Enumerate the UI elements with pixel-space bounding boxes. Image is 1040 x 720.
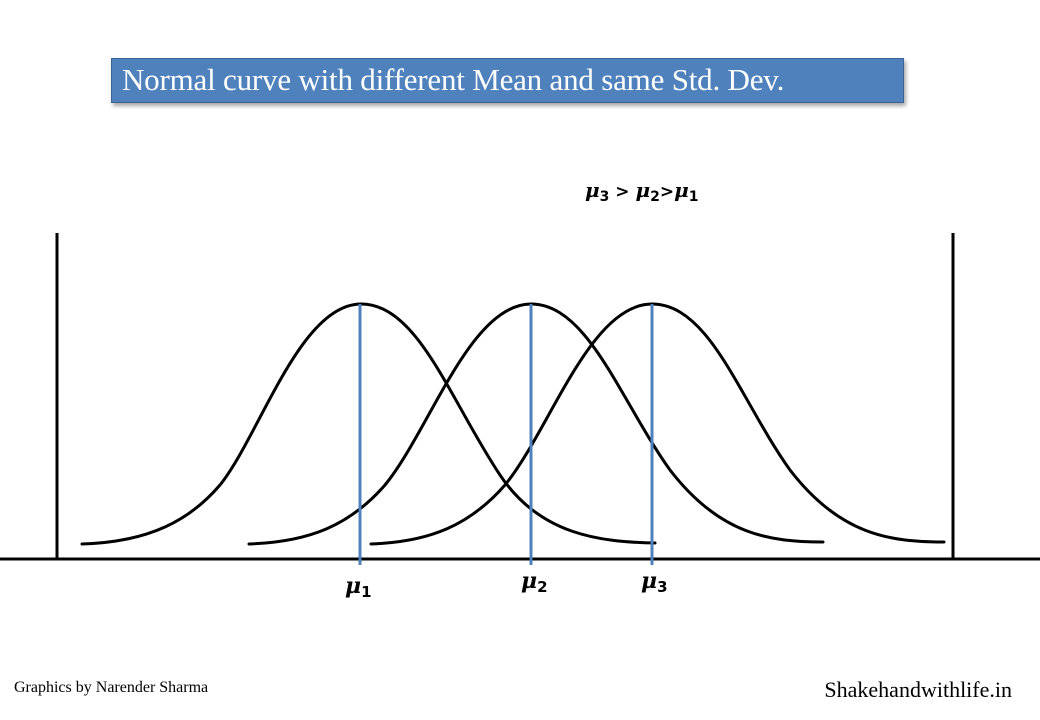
website-label: Shakehandwithlife.in bbox=[824, 677, 1012, 702]
mean-label-1: μ1 bbox=[345, 573, 372, 601]
title-text: Normal curve with different Mean and sam… bbox=[122, 62, 785, 97]
normal-curve-1 bbox=[80, 302, 657, 546]
normal-curve-3 bbox=[369, 302, 946, 546]
mean-label-3: μ3 bbox=[641, 568, 668, 596]
mean-label-2: μ2 bbox=[521, 568, 548, 596]
mean-relation: μ3 > μ2>μ1 bbox=[585, 178, 699, 205]
graphics-credit: Graphics by Narender Sharma bbox=[14, 679, 209, 696]
title-box: Normal curve with different Mean and sam… bbox=[111, 58, 904, 103]
normal-curve-2 bbox=[247, 302, 825, 546]
